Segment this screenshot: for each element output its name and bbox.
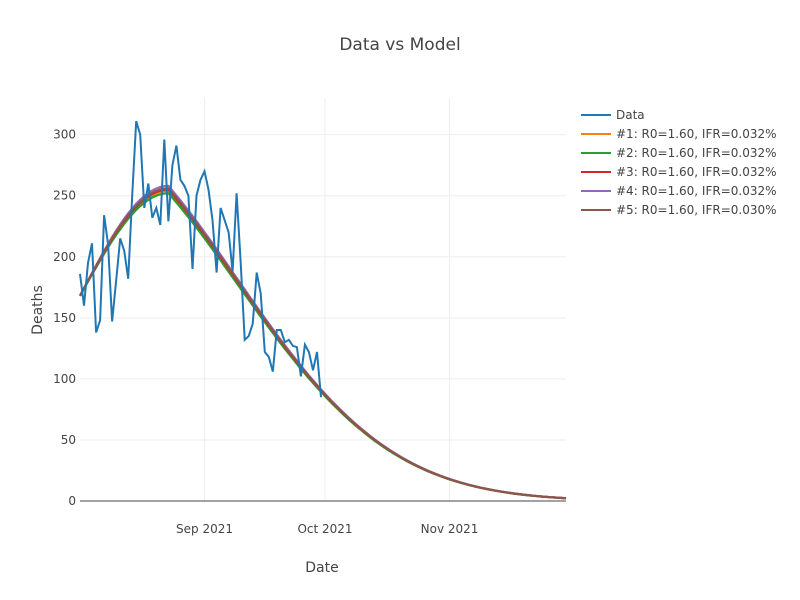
legend-label: #2: R0=1.60, IFR=0.032% bbox=[616, 146, 777, 160]
model-line-1 bbox=[79, 189, 567, 500]
y-tick-label: 100 bbox=[53, 372, 76, 386]
y-axis-title: Deaths bbox=[30, 285, 46, 335]
y-tick-label: 250 bbox=[53, 189, 76, 203]
y-tick-label: 150 bbox=[53, 311, 76, 325]
legend[interactable]: Data #1: R0=1.60, IFR=0.032% #2: R0=1.60, … bbox=[581, 108, 777, 217]
plot-lines bbox=[79, 120, 567, 500]
data-line bbox=[79, 120, 322, 398]
model-line-4 bbox=[79, 184, 567, 500]
axis-ticks: 0 50 100 150 200 250 300 Sep 2021 Oct 2021 Nov 20… bbox=[53, 128, 478, 536]
x-tick-label: Sep 2021 bbox=[176, 522, 233, 536]
legend-label: #3: R0=1.60, IFR=0.032% bbox=[616, 165, 777, 179]
model-line-3 bbox=[79, 188, 567, 500]
legend-label: #4: R0=1.60, IFR=0.032% bbox=[616, 184, 777, 198]
y-tick-label: 50 bbox=[61, 433, 76, 447]
legend-item[interactable]: #5: R0=1.60, IFR=0.030% bbox=[581, 203, 777, 217]
legend-item[interactable]: #1: R0=1.60, IFR=0.032% bbox=[581, 127, 777, 141]
legend-label: #1: R0=1.60, IFR=0.032% bbox=[616, 127, 777, 141]
y-tick-label: 200 bbox=[53, 250, 76, 264]
legend-item[interactable]: #4: R0=1.60, IFR=0.032% bbox=[581, 184, 777, 198]
grid bbox=[80, 98, 566, 502]
legend-item[interactable]: #3: R0=1.60, IFR=0.032% bbox=[581, 165, 777, 179]
model-line-5 bbox=[79, 187, 567, 500]
x-tick-label: Nov 2021 bbox=[421, 522, 479, 536]
y-tick-label: 300 bbox=[53, 128, 76, 142]
legend-label: Data bbox=[616, 108, 645, 122]
x-tick-label: Oct 2021 bbox=[297, 522, 352, 536]
y-tick-label: 0 bbox=[68, 494, 76, 508]
x-axis-title: Date bbox=[305, 560, 338, 576]
legend-label: #5: R0=1.60, IFR=0.030% bbox=[616, 203, 777, 217]
chart-title: Data vs Model bbox=[339, 35, 460, 55]
model-line-2 bbox=[79, 192, 567, 500]
legend-item[interactable]: #2: R0=1.60, IFR=0.032% bbox=[581, 146, 777, 160]
legend-item[interactable]: Data bbox=[581, 108, 645, 122]
